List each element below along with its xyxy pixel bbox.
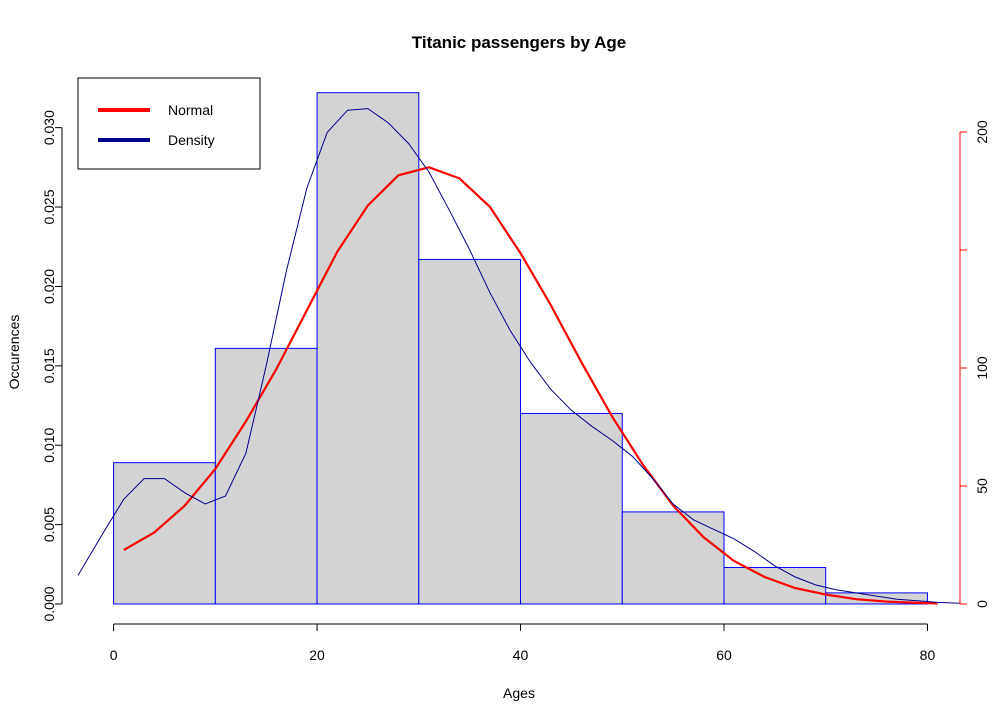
series-line-normal <box>123 166 938 605</box>
x-tick-label: 20 <box>309 647 325 663</box>
y-axis-label: Occurences <box>6 315 22 390</box>
x-axis-label: Ages <box>503 685 535 701</box>
x-tick-label: 60 <box>716 647 732 663</box>
histogram-bar <box>113 462 216 605</box>
histogram-bar <box>825 592 928 605</box>
histogram-bar <box>723 566 827 605</box>
histogram-bar <box>520 412 623 605</box>
chart-title: Titanic passengers by Age <box>412 33 626 52</box>
x-tick-label: 40 <box>513 647 529 663</box>
y-left-tick-label: 0.020 <box>41 269 57 304</box>
y-right-tick-label: 50 <box>974 478 990 494</box>
curves <box>77 108 961 605</box>
histogram-bar <box>316 92 420 605</box>
x-axis: 0 20 40 60 80 <box>110 623 936 663</box>
y-left-tick-label: 0.005 <box>41 507 57 542</box>
y-axis-right: 0 50 100 200 <box>959 120 990 608</box>
x-tick-label: 0 <box>110 647 118 663</box>
series-line-density <box>77 108 961 604</box>
x-tick-label: 80 <box>920 647 936 663</box>
y-right-tick-label: 200 <box>974 120 990 144</box>
histogram-bar <box>214 347 318 605</box>
y-left-tick-label: 0.000 <box>41 586 57 621</box>
y-left-tick-label: 0.025 <box>41 189 57 224</box>
y-left-tick-label: 0.030 <box>41 110 57 145</box>
legend-label-density: Density <box>168 132 215 148</box>
histogram-bars <box>113 92 928 605</box>
legend-box <box>77 77 261 170</box>
y-right-tick-label: 100 <box>974 356 990 380</box>
legend-label-normal: Normal <box>168 102 213 118</box>
y-axis-left: 0.000 0.005 0.010 0.015 0.020 0.025 0.030 <box>41 110 63 622</box>
y-left-tick-label: 0.010 <box>41 427 57 462</box>
histogram-bar <box>621 511 725 605</box>
histogram-bar <box>418 258 522 605</box>
legend: Normal Density <box>77 77 261 170</box>
y-left-tick-label: 0.015 <box>41 348 57 383</box>
y-right-tick-label: 0 <box>974 600 990 608</box>
